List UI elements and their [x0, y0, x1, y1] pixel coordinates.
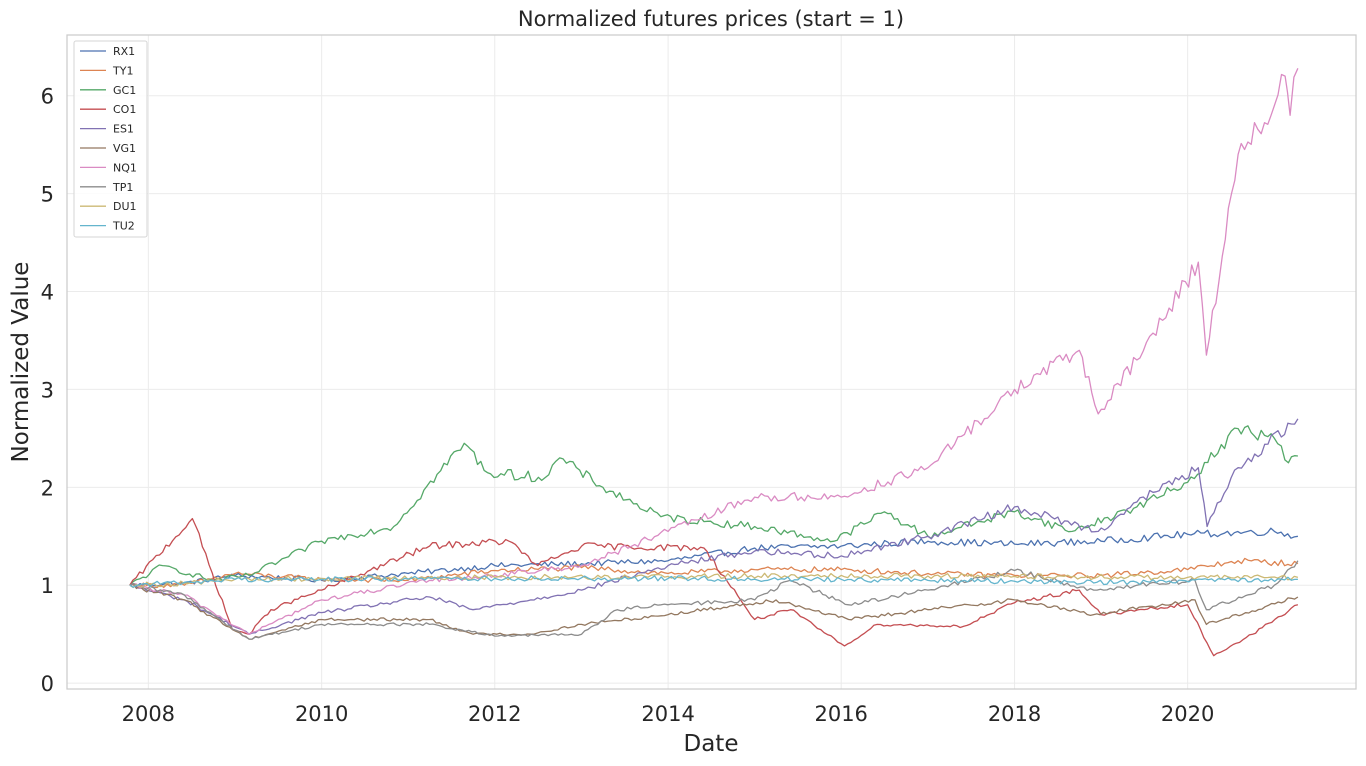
y-tick-label: 4 [41, 281, 54, 305]
chart-title: Normalized futures prices (start = 1) [518, 7, 904, 31]
y-tick-label: 2 [41, 476, 54, 500]
y-tick-label: 0 [41, 672, 54, 696]
legend-label: TY1 [112, 64, 133, 77]
legend-label: GC1 [113, 84, 136, 97]
series-line-nq1 [129, 68, 1299, 635]
x-tick-label: 2014 [641, 702, 694, 726]
series-line-gc1 [129, 425, 1298, 586]
legend: RX1 TY1 GC1 CO1 ES1 VG1 NQ1 TP1 DU1 TU2 [73, 40, 148, 238]
legend-label: CO1 [113, 103, 136, 116]
y-tick-label: 1 [41, 574, 54, 598]
series-lines [129, 68, 1299, 657]
y-tick-label: 6 [41, 85, 54, 109]
y-tick-label: 3 [41, 378, 54, 402]
x-tick-label: 2010 [295, 702, 348, 726]
legend-label: ES1 [113, 123, 134, 136]
x-axis-label: Date [684, 731, 739, 757]
gridlines [67, 35, 1356, 689]
series-line-tp1 [129, 560, 1299, 640]
x-tick-label: 2020 [1161, 702, 1214, 726]
y-tick-label: 5 [41, 183, 54, 207]
x-tick-label: 2016 [814, 702, 867, 726]
series-line-tu2 [129, 575, 1298, 588]
legend-label: TP1 [112, 181, 133, 194]
x-tick-label: 2018 [988, 702, 1041, 726]
legend-label: DU1 [113, 200, 137, 213]
plot-frame [66, 34, 1357, 690]
legend-label: TU2 [112, 220, 135, 233]
legend-label: VG1 [113, 142, 136, 155]
y-axis-ticks: 0 1 2 3 4 5 6 [41, 85, 54, 696]
x-tick-label: 2008 [122, 702, 175, 726]
legend-label: RX1 [113, 45, 135, 58]
series-line-es1 [129, 418, 1299, 635]
legend-label: NQ1 [113, 161, 137, 174]
x-tick-label: 2012 [468, 702, 521, 726]
y-axis-label: Normalized Value [8, 262, 34, 463]
series-line-vg1 [129, 583, 1299, 640]
x-axis-ticks: 2008 2010 2012 2014 2016 2018 2020 [122, 702, 1215, 726]
